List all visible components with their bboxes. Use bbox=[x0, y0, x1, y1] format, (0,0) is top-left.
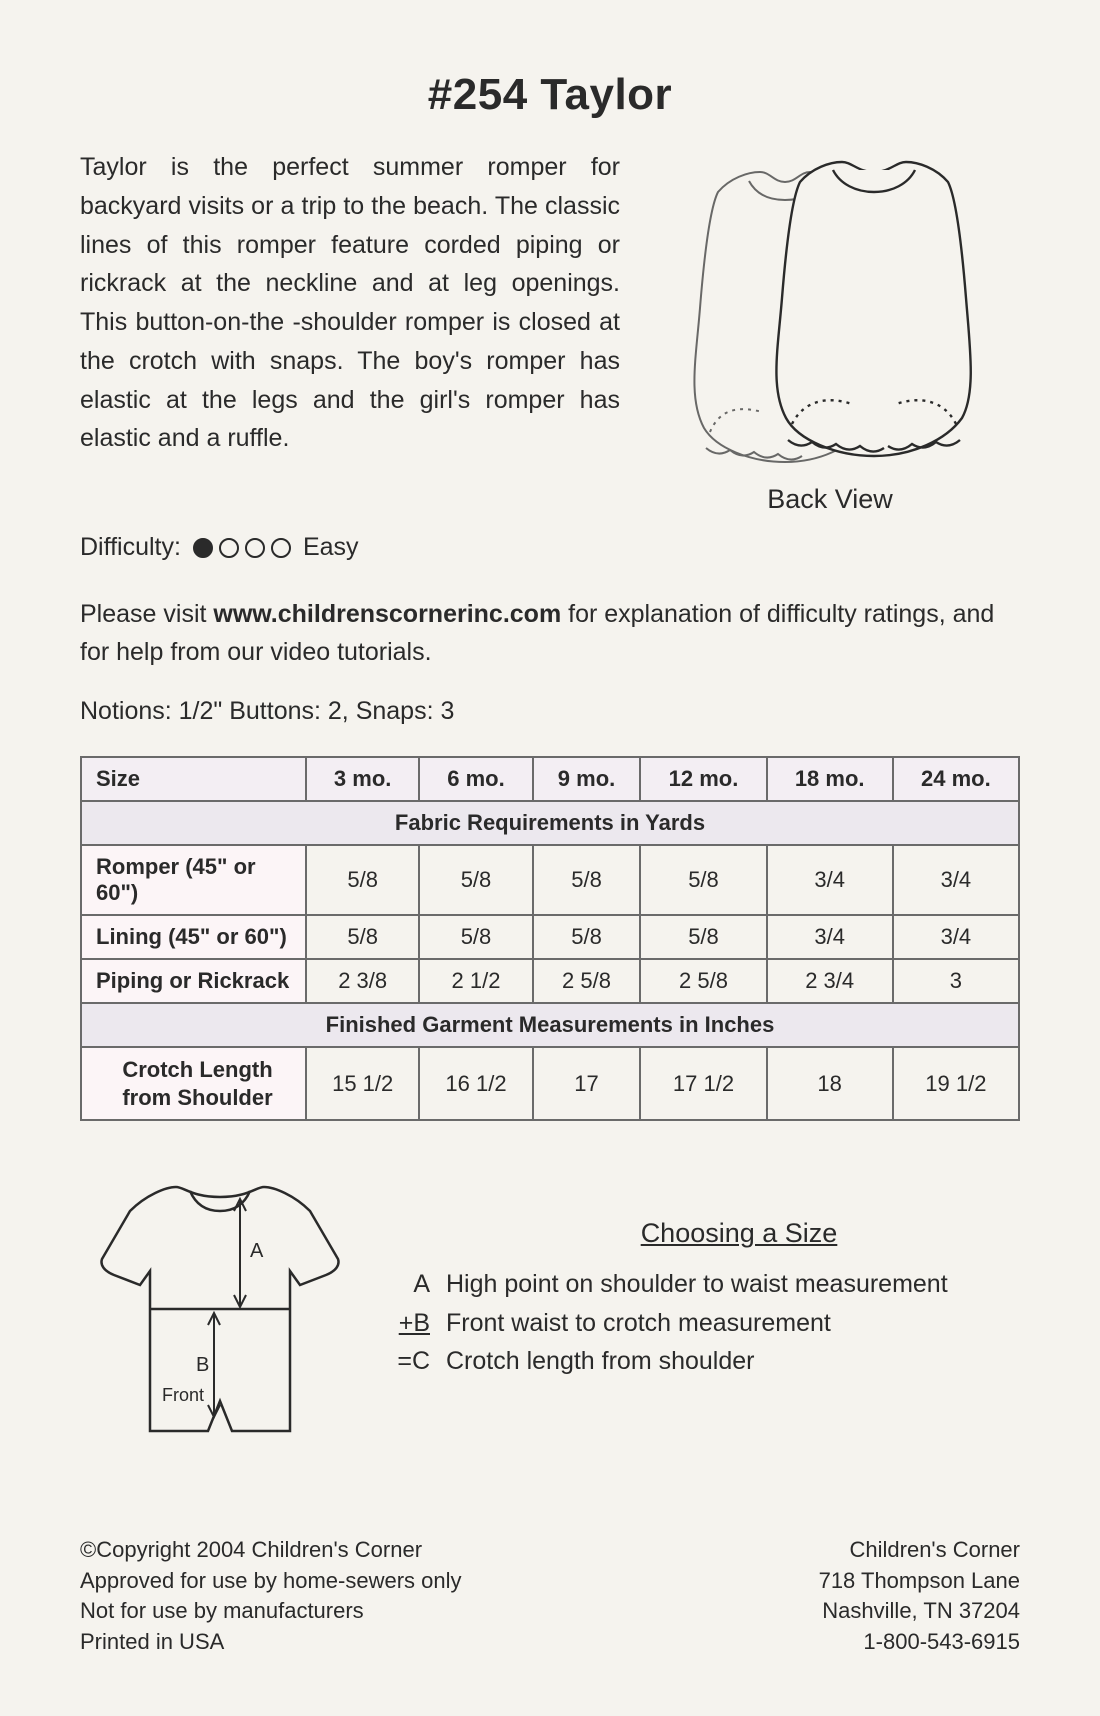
difficulty-dot-3 bbox=[245, 538, 265, 558]
row-label: Lining (45" or 60") bbox=[81, 915, 306, 959]
footer-line: 718 Thompson Lane bbox=[819, 1566, 1020, 1597]
cell: 2 5/8 bbox=[533, 959, 641, 1003]
cell: 17 bbox=[533, 1047, 641, 1120]
size-col: 12 mo. bbox=[640, 757, 766, 801]
cell: 3/4 bbox=[767, 915, 893, 959]
difficulty-dots bbox=[193, 538, 291, 558]
footer-line: Not for use by manufacturers bbox=[80, 1596, 462, 1627]
footer-line: Children's Corner bbox=[819, 1535, 1020, 1566]
section-fabric: Fabric Requirements in Yards bbox=[81, 801, 1019, 845]
row-label: Crotch Length from Shoulder bbox=[81, 1047, 306, 1120]
footer-line: Approved for use by home-sewers only bbox=[80, 1566, 462, 1597]
sizing-diagram-svg: A B Front bbox=[80, 1161, 360, 1461]
sizing-title: Choosing a Size bbox=[388, 1213, 1020, 1255]
cell: 17 1/2 bbox=[640, 1047, 766, 1120]
row-label: Piping or Rickrack bbox=[81, 959, 306, 1003]
footer: ©Copyright 2004 Children's Corner Approv… bbox=[80, 1535, 1020, 1658]
section-measurements-label: Finished Garment Measurements in Inches bbox=[81, 1003, 1019, 1047]
difficulty-dot-1 bbox=[193, 538, 213, 558]
section-fabric-label: Fabric Requirements in Yards bbox=[81, 801, 1019, 845]
size-col: 18 mo. bbox=[767, 757, 893, 801]
sizing-info: Choosing a Size A High point on shoulder… bbox=[388, 1161, 1020, 1381]
table-header-row: Size 3 mo. 6 mo. 9 mo. 12 mo. 18 mo. 24 … bbox=[81, 757, 1019, 801]
sizing-sym: A bbox=[388, 1265, 430, 1304]
sizing-section: A B Front Choosing a Size A High point o… bbox=[80, 1161, 1020, 1466]
page-title: #254 Taylor bbox=[80, 70, 1020, 120]
intro-row: Taylor is the perfect summer romper for … bbox=[80, 148, 1020, 515]
cell: 2 3/8 bbox=[306, 959, 419, 1003]
sizing-text: Front waist to crotch measurement bbox=[446, 1304, 831, 1343]
sizing-text: Crotch length from shoulder bbox=[446, 1342, 754, 1381]
cell: 5/8 bbox=[419, 915, 532, 959]
cell: 5/8 bbox=[533, 845, 641, 915]
row-label: Romper (45" or 60") bbox=[81, 845, 306, 915]
footer-left: ©Copyright 2004 Children's Corner Approv… bbox=[80, 1535, 462, 1658]
cell: 5/8 bbox=[533, 915, 641, 959]
section-measurements: Finished Garment Measurements in Inches bbox=[81, 1003, 1019, 1047]
visit-text: Please visit www.childrenscornerinc.com … bbox=[80, 596, 1020, 671]
size-col: 3 mo. bbox=[306, 757, 419, 801]
size-col: 9 mo. bbox=[533, 757, 641, 801]
cell: 5/8 bbox=[306, 845, 419, 915]
pattern-back-page: #254 Taylor Taylor is the perfect summer… bbox=[0, 0, 1100, 1716]
footer-line: Printed in USA bbox=[80, 1627, 462, 1658]
visit-url: www.childrenscornerinc.com bbox=[213, 600, 561, 628]
difficulty-dot-4 bbox=[271, 538, 291, 558]
romper-backview-illustration bbox=[650, 148, 1010, 478]
sizing-line: =C Crotch length from shoulder bbox=[388, 1342, 1020, 1381]
cell: 5/8 bbox=[640, 845, 766, 915]
sizing-sym: =C bbox=[388, 1342, 430, 1381]
intro-paragraph: Taylor is the perfect summer romper for … bbox=[80, 148, 620, 458]
difficulty-text: Easy bbox=[303, 533, 359, 562]
visit-pre: Please visit bbox=[80, 600, 213, 628]
diagram-label-front: Front bbox=[162, 1385, 204, 1405]
footer-line: Nashville, TN 37204 bbox=[819, 1596, 1020, 1627]
cell: 19 1/2 bbox=[893, 1047, 1019, 1120]
diagram-label-a: A bbox=[250, 1240, 264, 1262]
footer-line: 1-800-543-6915 bbox=[819, 1627, 1020, 1658]
sizing-sym: +B bbox=[388, 1304, 430, 1343]
table-row: Piping or Rickrack 2 3/8 2 1/2 2 5/8 2 5… bbox=[81, 959, 1019, 1003]
cell: 2 3/4 bbox=[767, 959, 893, 1003]
difficulty-label: Difficulty: bbox=[80, 533, 181, 562]
cell: 16 1/2 bbox=[419, 1047, 532, 1120]
cell: 2 1/2 bbox=[419, 959, 532, 1003]
cell: 18 bbox=[767, 1047, 893, 1120]
table-row: Crotch Length from Shoulder 15 1/2 16 1/… bbox=[81, 1047, 1019, 1120]
diagram-label-b: B bbox=[196, 1354, 209, 1376]
cell: 3/4 bbox=[893, 845, 1019, 915]
backview-label: Back View bbox=[640, 484, 1020, 515]
table-row: Romper (45" or 60") 5/8 5/8 5/8 5/8 3/4 … bbox=[81, 845, 1019, 915]
sizing-text: High point on shoulder to waist measurem… bbox=[446, 1265, 948, 1304]
sizing-diagram: A B Front bbox=[80, 1161, 360, 1466]
footer-line: ©Copyright 2004 Children's Corner bbox=[80, 1535, 462, 1566]
difficulty-dot-2 bbox=[219, 538, 239, 558]
size-col: 6 mo. bbox=[419, 757, 532, 801]
difficulty-row: Difficulty: Easy bbox=[80, 533, 1020, 562]
cell: 3 bbox=[893, 959, 1019, 1003]
size-col: 24 mo. bbox=[893, 757, 1019, 801]
cell: 5/8 bbox=[419, 845, 532, 915]
table-row: Lining (45" or 60") 5/8 5/8 5/8 5/8 3/4 … bbox=[81, 915, 1019, 959]
cell: 5/8 bbox=[640, 915, 766, 959]
sizing-line: A High point on shoulder to waist measur… bbox=[388, 1265, 1020, 1304]
cell: 15 1/2 bbox=[306, 1047, 419, 1120]
cell: 3/4 bbox=[893, 915, 1019, 959]
notions-line: Notions: 1/2" Buttons: 2, Snaps: 3 bbox=[80, 697, 1020, 726]
size-header: Size bbox=[81, 757, 306, 801]
sizing-line: +B Front waist to crotch measurement bbox=[388, 1304, 1020, 1343]
backview-column: Back View bbox=[640, 148, 1020, 515]
cell: 2 5/8 bbox=[640, 959, 766, 1003]
footer-right: Children's Corner 718 Thompson Lane Nash… bbox=[819, 1535, 1020, 1658]
cell: 3/4 bbox=[767, 845, 893, 915]
requirements-table: Size 3 mo. 6 mo. 9 mo. 12 mo. 18 mo. 24 … bbox=[80, 756, 1020, 1121]
cell: 5/8 bbox=[306, 915, 419, 959]
